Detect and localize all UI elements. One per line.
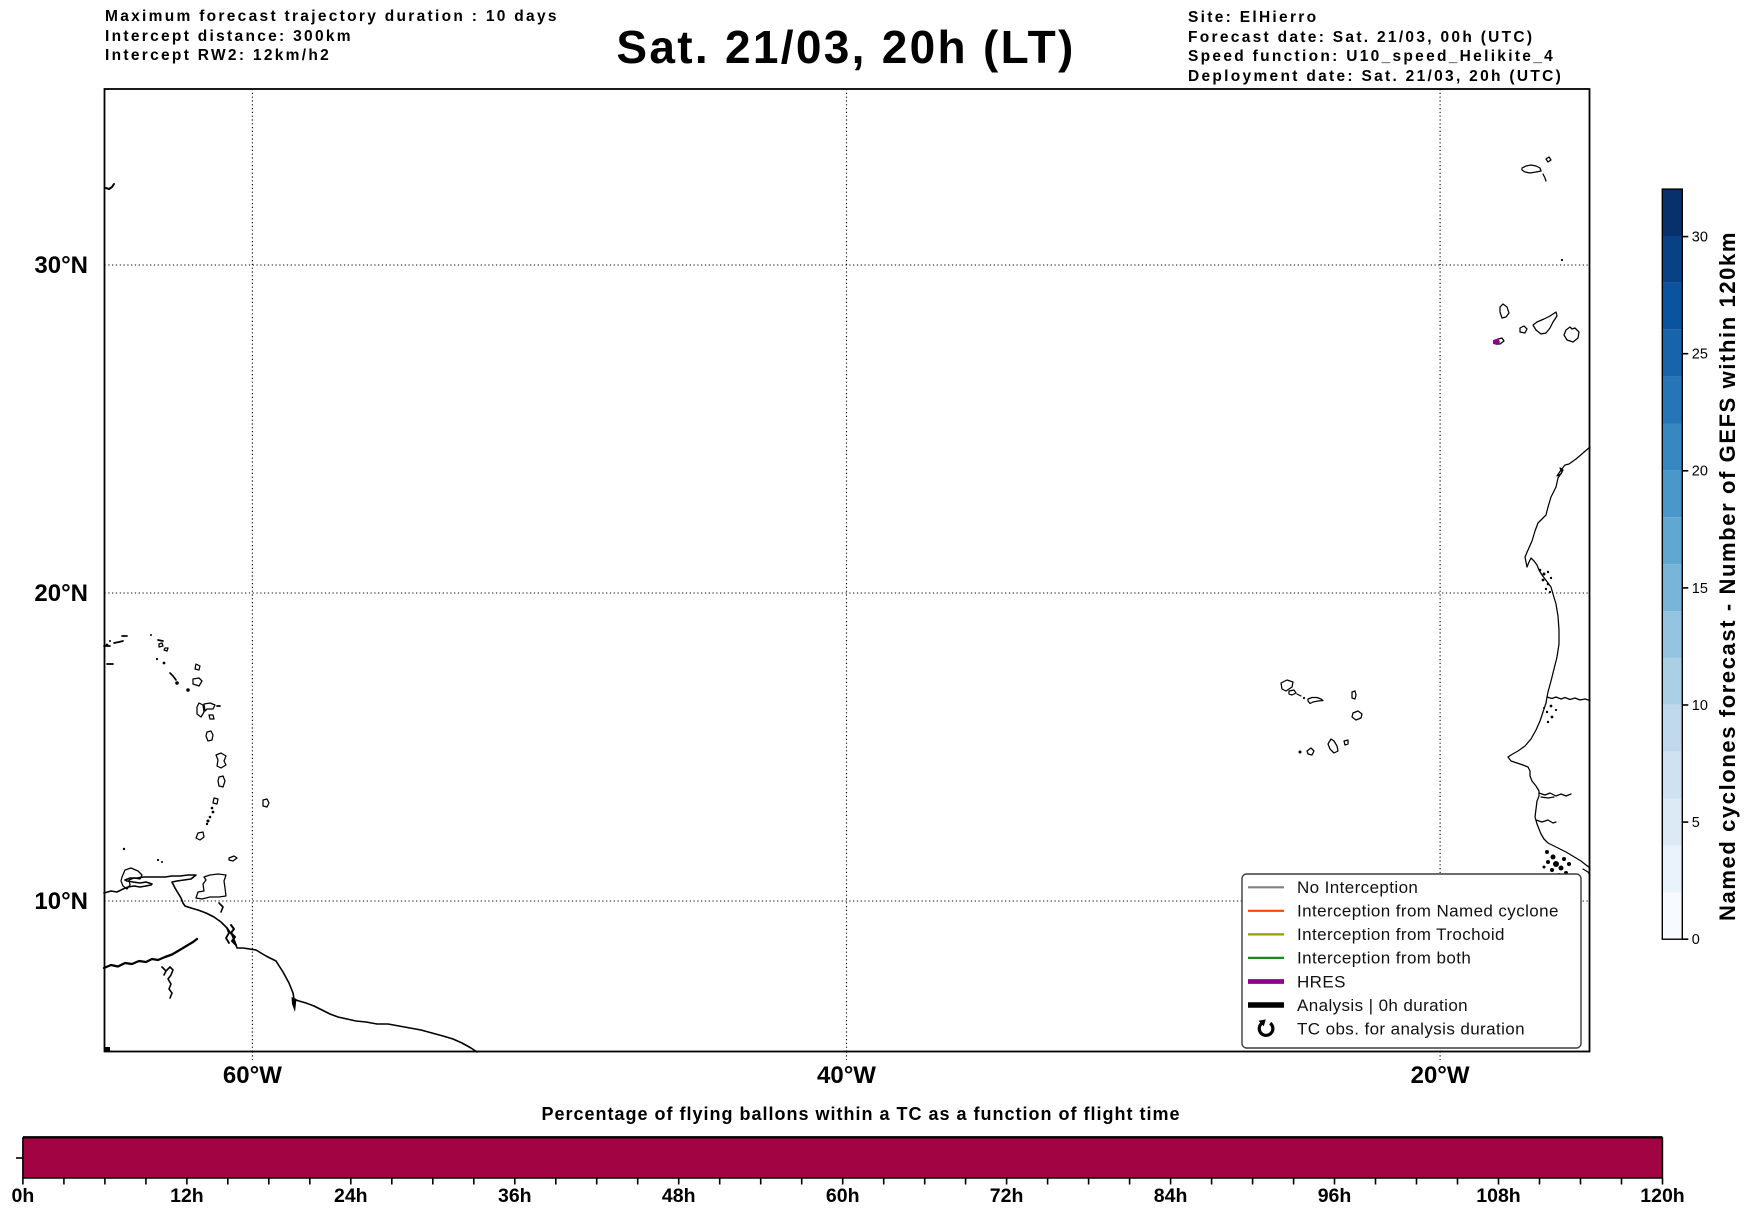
svg-text:60h: 60h	[826, 1185, 860, 1207]
svg-text:20°W: 20°W	[1411, 1062, 1470, 1089]
svg-text:96h: 96h	[1318, 1185, 1352, 1207]
svg-text:36h: 36h	[498, 1185, 532, 1207]
svg-text:HRES: HRES	[1297, 972, 1346, 991]
svg-text:48h: 48h	[662, 1185, 696, 1207]
svg-text:Analysis | 0h duration: Analysis | 0h duration	[1297, 996, 1468, 1015]
svg-text:20°N: 20°N	[34, 580, 88, 607]
svg-text:24h: 24h	[334, 1185, 368, 1207]
svg-text:Named cyclones forecast - Numb: Named cyclones forecast - Number of GEFS…	[1715, 231, 1740, 921]
svg-text:12h: 12h	[170, 1185, 204, 1207]
svg-text:72h: 72h	[990, 1185, 1024, 1207]
svg-text:Interception from Named cyclon: Interception from Named cyclone	[1297, 902, 1559, 921]
svg-text:40°W: 40°W	[817, 1062, 876, 1089]
svg-text:10°N: 10°N	[34, 888, 88, 915]
svg-text:15: 15	[1692, 581, 1708, 597]
svg-text:10: 10	[1692, 698, 1708, 714]
svg-text:60°W: 60°W	[223, 1062, 282, 1089]
svg-text:120h: 120h	[1640, 1185, 1684, 1207]
svg-text:20: 20	[1692, 464, 1708, 480]
svg-text:108h: 108h	[1476, 1185, 1520, 1207]
svg-text:No Interception: No Interception	[1297, 878, 1418, 897]
svg-text:25: 25	[1692, 347, 1708, 363]
svg-text:0: 0	[1692, 932, 1700, 948]
svg-text:Interception from both: Interception from both	[1297, 949, 1471, 968]
svg-text:Interception from Trochoid: Interception from Trochoid	[1297, 925, 1505, 944]
svg-text:TC obs. for analysis duration: TC obs. for analysis duration	[1297, 1019, 1525, 1038]
svg-text:5: 5	[1692, 815, 1700, 831]
svg-text:84h: 84h	[1154, 1185, 1188, 1207]
svg-text:0h: 0h	[12, 1185, 35, 1207]
svg-text:30°N: 30°N	[34, 252, 88, 279]
svg-text:30: 30	[1692, 230, 1708, 246]
